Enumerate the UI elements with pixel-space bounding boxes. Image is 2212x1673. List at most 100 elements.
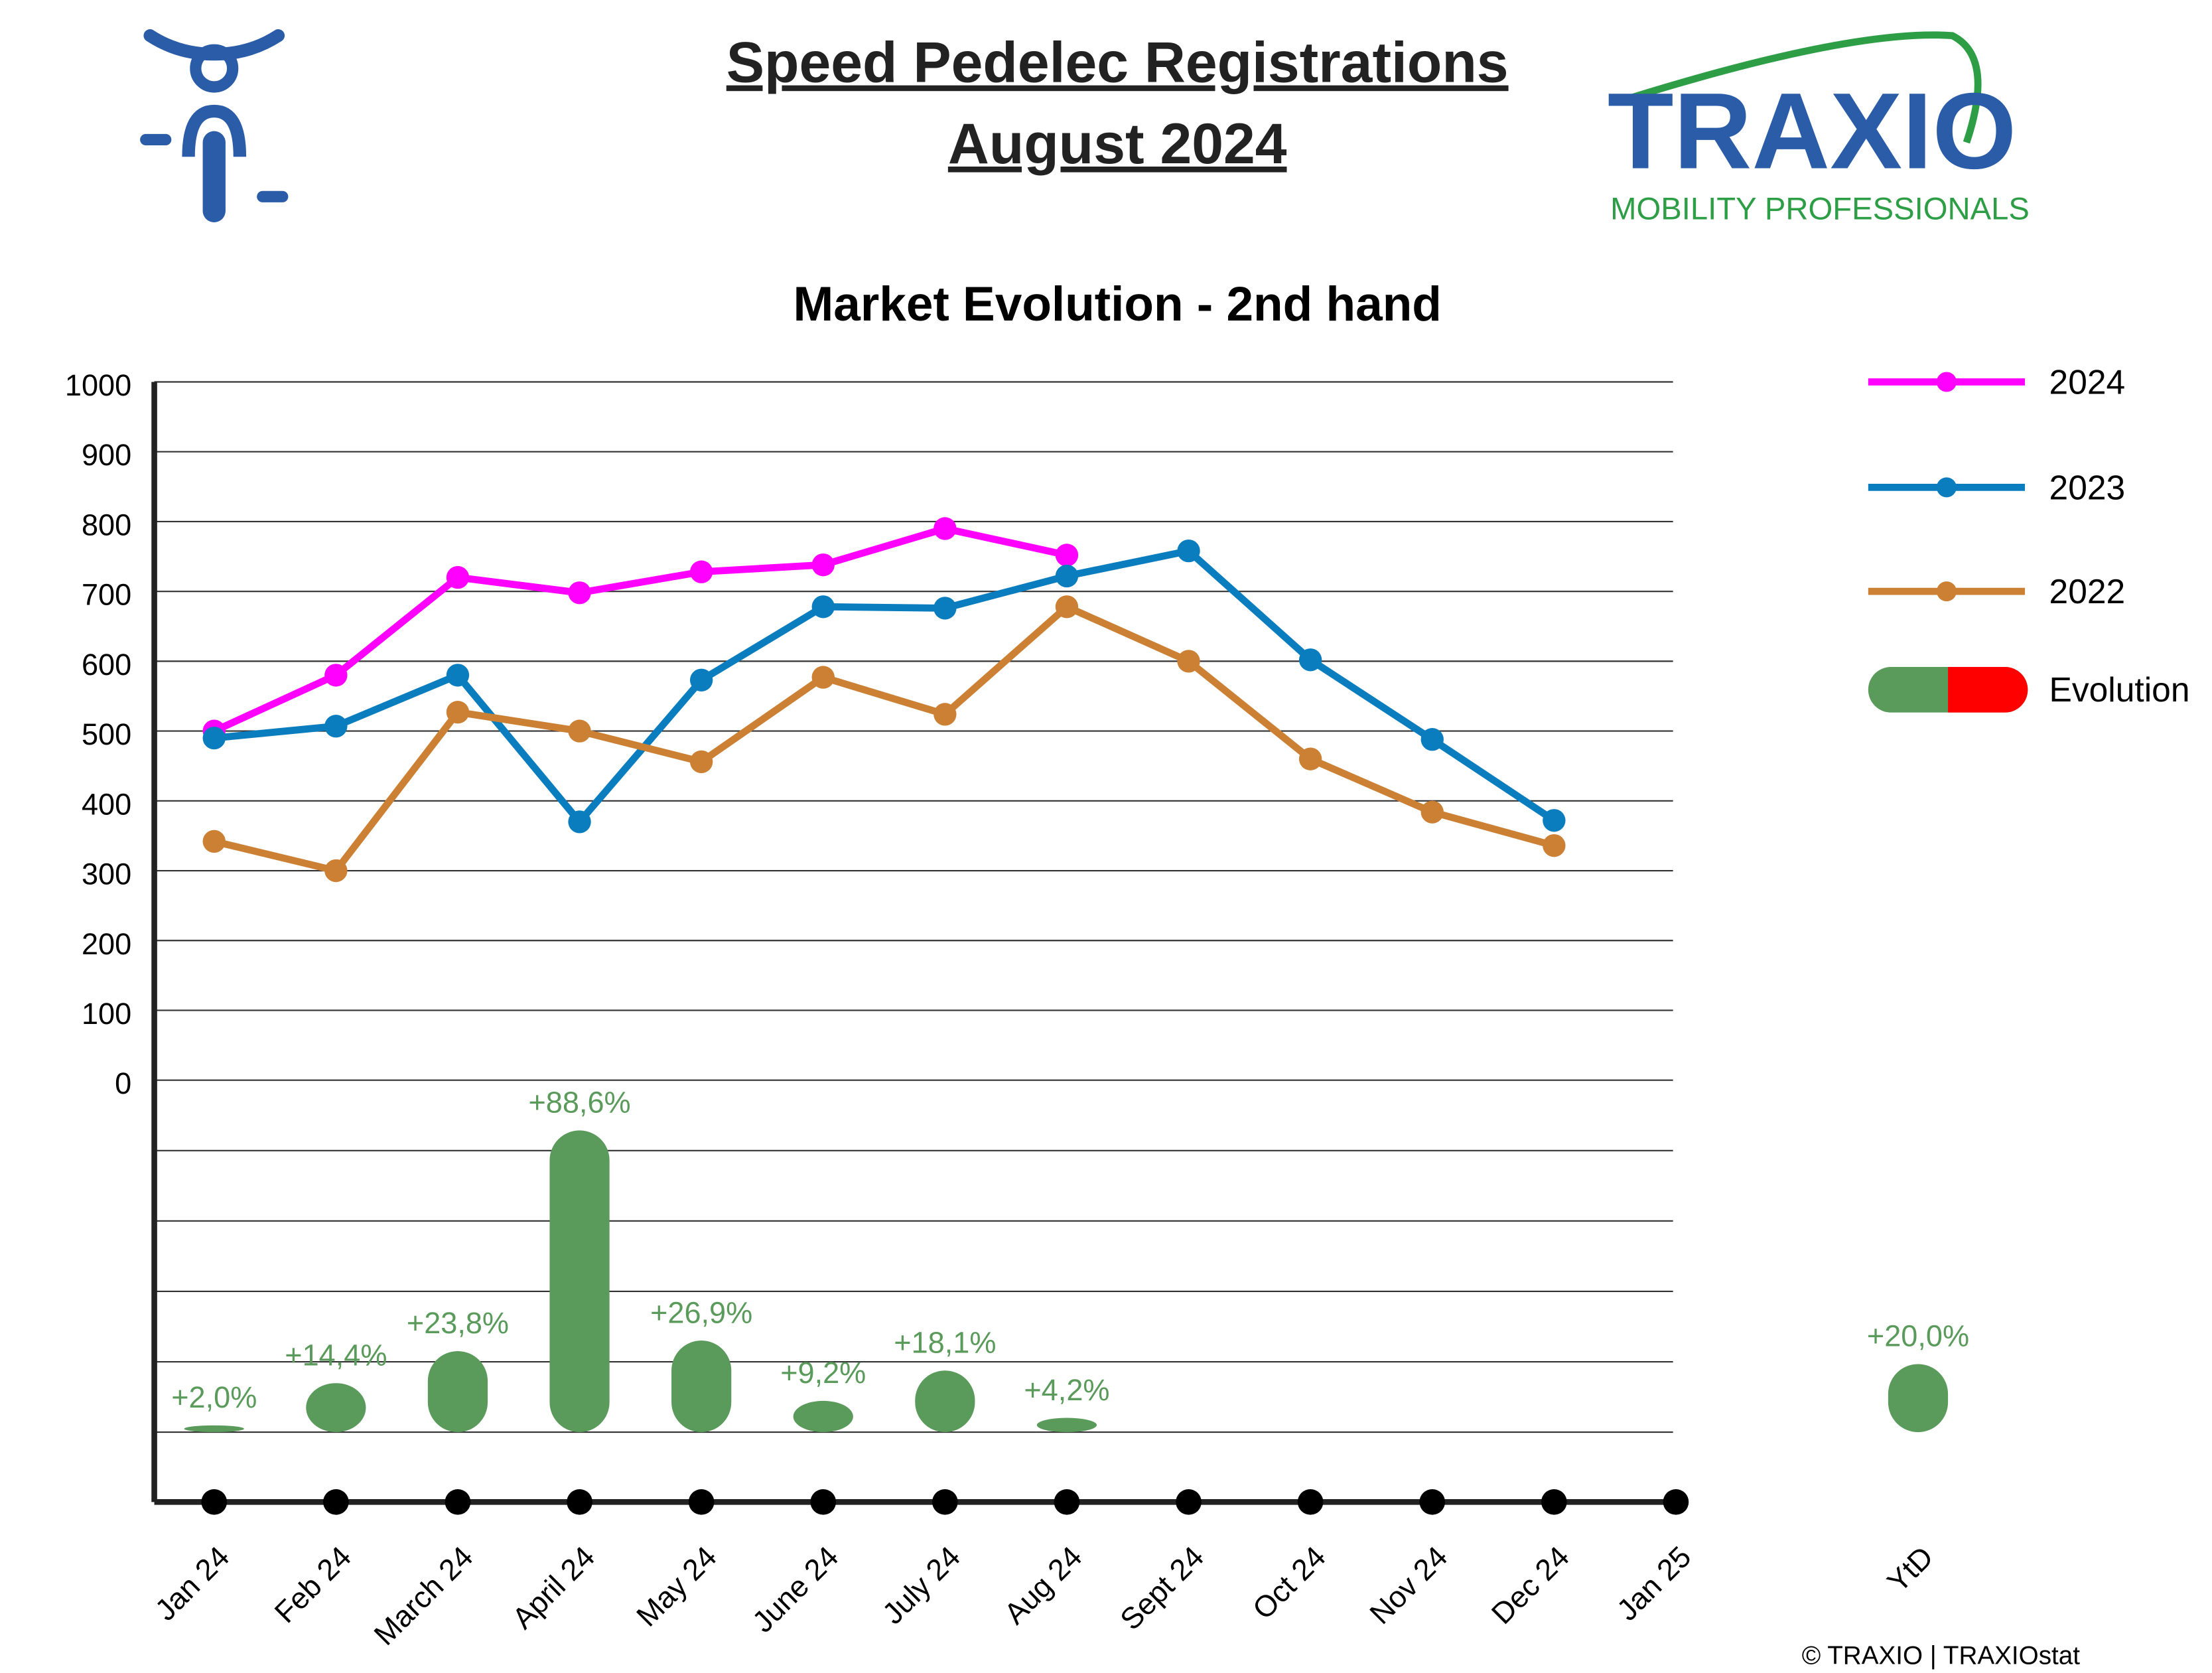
point (933, 517, 957, 540)
x-tick (1419, 1489, 1446, 1515)
point (446, 565, 470, 589)
x-tick (1176, 1489, 1202, 1515)
point (689, 560, 713, 583)
evolution-bar (549, 1130, 610, 1433)
evolution-bar (427, 1350, 488, 1433)
point (446, 701, 470, 724)
line (214, 547, 1556, 826)
point (1543, 834, 1566, 857)
x-tick-label: Aug 24 (998, 1540, 1089, 1631)
point (1543, 809, 1566, 832)
x-tick-label: July 24 (876, 1540, 967, 1631)
evolution-bar (671, 1341, 732, 1433)
legend-label: 2023 (2049, 468, 2126, 506)
evolution-bar (1888, 1364, 1949, 1433)
data-label: +20,0% (1867, 1319, 1969, 1353)
y-tick-label: 100 (82, 997, 131, 1031)
title: Speed Pedelec Registrations (726, 31, 1509, 95)
point (933, 703, 957, 726)
x-tick (201, 1489, 228, 1515)
subtitle: August 2024 (948, 112, 1287, 176)
y-tick-label: 200 (82, 927, 131, 961)
x-tick-label: Dec 24 (1485, 1540, 1576, 1631)
y-tick-label: 600 (82, 648, 131, 682)
point (1298, 648, 1322, 672)
legend-swatch (1936, 477, 1957, 498)
line (212, 525, 1068, 735)
point (689, 668, 713, 691)
evolution-bar (793, 1400, 853, 1433)
point (568, 810, 591, 834)
data-label: +23,8% (407, 1306, 509, 1340)
y-tick-label: 700 (82, 578, 131, 612)
logo: TRAXIO (1608, 70, 2017, 192)
point (1055, 595, 1079, 618)
evolution-bar (306, 1383, 366, 1433)
point (811, 553, 835, 577)
point (933, 597, 957, 620)
point (1420, 728, 1444, 751)
logo-swoosh (1624, 31, 1982, 144)
y-tick-label: 800 (82, 508, 131, 542)
point (811, 666, 835, 689)
data-label: +88,6% (528, 1086, 630, 1120)
y-tick-label: 1000 (65, 368, 131, 402)
x-tick (1541, 1489, 1567, 1515)
point (324, 664, 348, 687)
legend-swatch (1948, 666, 2028, 713)
x-tick-label: March 24 (368, 1540, 480, 1652)
point (324, 715, 348, 738)
x-tick (445, 1489, 471, 1515)
x-tick (688, 1489, 715, 1515)
legend-swatch (1936, 372, 1957, 392)
data-label: +14,4% (285, 1338, 387, 1372)
y-tick-label: 0 (115, 1066, 131, 1100)
data-label: +18,1% (894, 1325, 996, 1359)
data-label: +9,2% (780, 1356, 866, 1390)
x-tick-label: Nov 24 (1363, 1540, 1454, 1631)
x-tick (810, 1489, 837, 1515)
y-tick-label: 900 (82, 438, 131, 472)
data-label: +2,0% (171, 1380, 257, 1414)
x-tick (323, 1489, 349, 1515)
logo-tagline: MOBILITY PROFESSIONALS (1610, 191, 2030, 226)
data-label: +26,9% (650, 1295, 752, 1329)
point (811, 595, 835, 618)
x-tick-label: YtD (1880, 1540, 1939, 1599)
y-tick-label: 400 (82, 787, 131, 821)
x-tick (1663, 1489, 1689, 1515)
legend-swatch (1936, 581, 1957, 602)
evolution-bar (184, 1425, 244, 1433)
y-tick-label: 500 (82, 717, 131, 751)
evolution-bar (915, 1370, 975, 1433)
point (202, 830, 226, 853)
x-tick-label: April 24 (506, 1540, 601, 1635)
point (568, 581, 591, 605)
x-tick-label: Jan 25 (1610, 1540, 1698, 1627)
point (202, 726, 226, 750)
line (213, 603, 1555, 875)
x-tick (1297, 1489, 1324, 1515)
x-tick (1054, 1489, 1080, 1515)
point (1420, 800, 1444, 824)
evolution-bar (1036, 1418, 1097, 1433)
chart-title: Market Evolution - 2nd hand (793, 277, 1441, 331)
legend-label: 2024 (2049, 362, 2126, 401)
point (689, 750, 713, 774)
x-tick-label: Sept 24 (1113, 1540, 1210, 1637)
x-tick-label: May 24 (630, 1540, 723, 1633)
point (568, 719, 591, 743)
bike-icon (140, 29, 289, 222)
copyright: © TRAXIO | TRAXIOstat (1802, 1642, 2081, 1670)
x-tick (932, 1489, 958, 1515)
point (1298, 747, 1322, 770)
point (1177, 539, 1200, 563)
x-tick-label: Oct 24 (1246, 1540, 1332, 1626)
point (1055, 564, 1079, 588)
y-tick-label: 300 (82, 857, 131, 891)
point (446, 664, 470, 687)
x-tick-label: June 24 (746, 1540, 845, 1638)
point (324, 859, 348, 883)
legend-label: Evolution (2049, 670, 2190, 709)
